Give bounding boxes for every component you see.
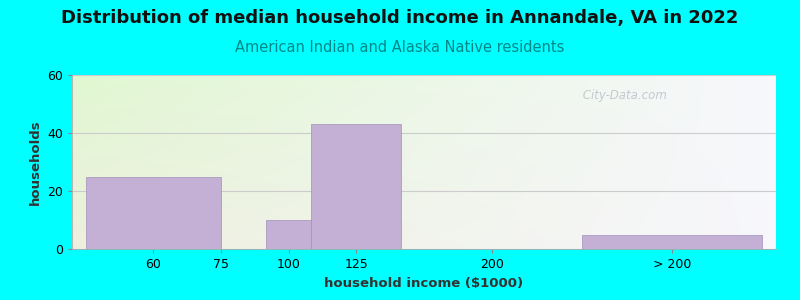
- Bar: [311, 124, 402, 249]
- X-axis label: household income ($1000): household income ($1000): [325, 277, 523, 290]
- Text: City-Data.com: City-Data.com: [579, 89, 666, 102]
- Text: American Indian and Alaska Native residents: American Indian and Alaska Native reside…: [235, 40, 565, 56]
- Bar: [86, 176, 221, 249]
- Bar: [582, 235, 762, 249]
- Text: Distribution of median household income in Annandale, VA in 2022: Distribution of median household income …: [62, 9, 738, 27]
- Y-axis label: households: households: [29, 119, 42, 205]
- Bar: [266, 220, 311, 249]
